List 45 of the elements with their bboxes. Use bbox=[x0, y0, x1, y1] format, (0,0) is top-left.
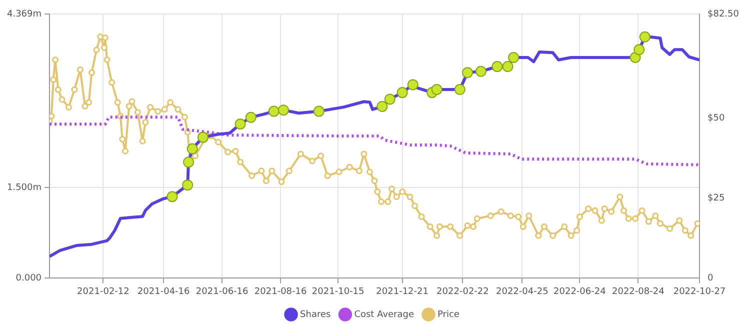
point bbox=[396, 87, 408, 98]
point bbox=[384, 94, 396, 105]
point bbox=[245, 112, 256, 123]
y-tick-label: 0.000 bbox=[16, 274, 42, 284]
y-tick-label: 1.500m bbox=[6, 182, 42, 193]
point bbox=[431, 84, 442, 96]
x-tick-label: 2021-12-21 bbox=[376, 286, 428, 297]
y2-tick-label: 0 bbox=[708, 274, 714, 284]
point bbox=[639, 31, 650, 42]
x-tick-label: 2022-02-22 bbox=[436, 286, 489, 297]
line-series bbox=[50, 116, 700, 166]
y-tick-label: 4.369m bbox=[6, 9, 42, 20]
x-tick-label: 2022-04-25 bbox=[496, 286, 548, 297]
x-tick-label: 2022-08-24 bbox=[612, 286, 665, 297]
point bbox=[634, 44, 645, 56]
x-tick-label: 2021-08-16 bbox=[254, 286, 307, 297]
point bbox=[475, 66, 486, 77]
y2-tick-label: $82.50 bbox=[708, 9, 740, 20]
point bbox=[278, 104, 289, 116]
point bbox=[376, 100, 388, 112]
point bbox=[183, 156, 194, 168]
point bbox=[454, 84, 466, 96]
x-tick-label: 2021-06-16 bbox=[196, 286, 249, 297]
point bbox=[502, 61, 514, 72]
point bbox=[197, 132, 208, 143]
point bbox=[407, 79, 418, 90]
legend-label: Price bbox=[438, 310, 460, 320]
x-tick-label: 2021-02-12 bbox=[77, 286, 130, 297]
point bbox=[268, 106, 280, 117]
y2-tick-label: $25 bbox=[708, 193, 725, 204]
point bbox=[234, 118, 246, 130]
point bbox=[462, 67, 474, 78]
point bbox=[313, 106, 324, 117]
x-tick-label: 2022-06-24 bbox=[554, 286, 606, 297]
point bbox=[508, 52, 520, 63]
point bbox=[182, 180, 194, 191]
legend-label: Shares bbox=[300, 310, 331, 320]
point bbox=[186, 143, 198, 154]
point bbox=[166, 191, 178, 202]
y2-tick-label: $50 bbox=[708, 113, 725, 124]
x-tick-label: 2021-04-16 bbox=[137, 286, 190, 297]
legend-label: Cost Average bbox=[354, 310, 414, 320]
point bbox=[492, 61, 503, 72]
x-tick-label: 2021-10-15 bbox=[312, 286, 364, 297]
x-tick-label: 2022-10-27 bbox=[673, 286, 726, 297]
